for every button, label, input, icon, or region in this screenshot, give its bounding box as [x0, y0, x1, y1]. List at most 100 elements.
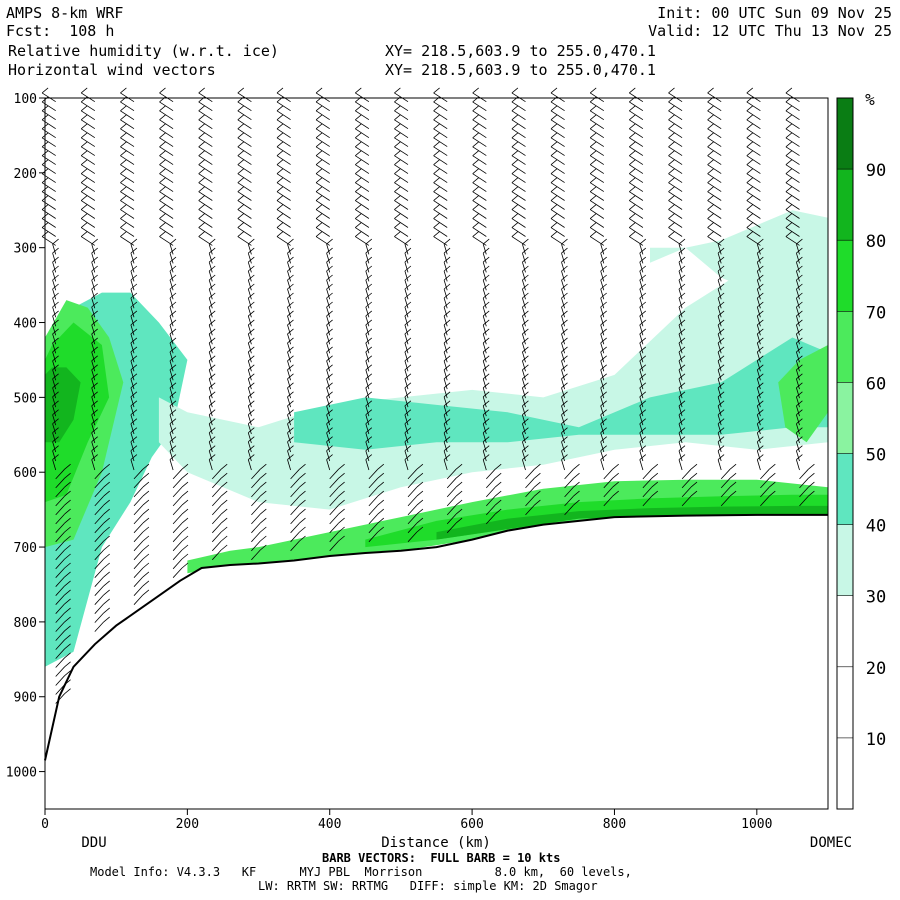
wind-barb-feather: [365, 409, 373, 416]
wind-barb-feather: [757, 355, 764, 362]
wind-barb: [678, 396, 683, 408]
y-tick-label: 700: [14, 541, 37, 556]
wind-barb: [443, 252, 448, 264]
wind-barb-feather: [299, 535, 306, 542]
wind-barb-feather: [678, 382, 686, 389]
wind-barb: [41, 236, 56, 246]
wind-barb: [315, 218, 330, 228]
wind-barb-feather: [746, 186, 754, 193]
wind-barb: [486, 504, 496, 516]
wind-barb: [172, 504, 183, 516]
wind-barb: [407, 495, 418, 507]
wind-barb: [94, 612, 104, 623]
wind-barb-feather: [52, 427, 59, 434]
wind-barb-feather: [472, 114, 479, 121]
wind-barb-feather: [404, 256, 412, 263]
wind-barb: [522, 279, 526, 291]
wind-barb-feather: [796, 238, 803, 245]
wind-barb-feather: [365, 283, 373, 290]
wind-barb-feather: [639, 427, 647, 434]
wind-barb: [247, 288, 252, 300]
wind-barb: [443, 423, 448, 435]
wind-barb: [796, 423, 800, 435]
wind-barb: [756, 306, 761, 318]
wind-barb-feather: [287, 409, 294, 416]
wind-barb-feather: [355, 123, 362, 130]
wind-barb: [482, 459, 487, 471]
wind-barb: [785, 110, 800, 121]
wind-barb-feather: [52, 355, 59, 362]
wind-barb: [159, 146, 174, 156]
wind-barb-feather: [561, 454, 568, 460]
wind-barb-feather: [276, 123, 284, 130]
wind-barb-feather: [80, 186, 88, 193]
wind-barb: [120, 164, 135, 174]
wind-barb: [212, 513, 222, 525]
wind-barb: [52, 279, 57, 291]
wind-barb: [120, 227, 135, 237]
wind-barb-feather: [237, 177, 245, 184]
wind-barb-feather: [707, 159, 714, 166]
wind-barb: [94, 621, 104, 632]
wind-barb-feather: [511, 204, 519, 210]
wind-barb-feather: [534, 490, 541, 497]
wind-barb-feather: [534, 499, 541, 506]
wind-barb: [326, 342, 331, 354]
wind-barb-feather: [248, 436, 255, 443]
wind-barb-feather: [52, 346, 59, 353]
wind-barb-feather: [220, 508, 228, 515]
wind-barb-feather: [130, 409, 138, 416]
wind-barb: [433, 182, 448, 192]
wind-barb: [433, 164, 448, 174]
wind-barb-feather: [678, 256, 686, 263]
wind-barb: [326, 333, 331, 345]
wind-barb: [287, 270, 291, 282]
wind-barb: [80, 173, 96, 183]
wind-barb-feather: [91, 355, 98, 362]
wind-barb-feather: [169, 301, 177, 308]
wind-barb-feather: [796, 382, 803, 389]
wind-barb: [446, 468, 457, 480]
wind-barb-feather: [600, 337, 607, 344]
wind-barb: [276, 146, 291, 156]
wind-barb: [276, 155, 291, 165]
wind-barb: [247, 333, 252, 345]
wind-barb: [600, 387, 605, 399]
wind-barb-feather: [482, 292, 490, 299]
wind-barb-feather: [159, 141, 166, 148]
wind-barb: [251, 540, 261, 552]
wind-barb-feather: [757, 247, 764, 254]
wind-barb: [785, 164, 800, 174]
wind-barb-feather: [707, 186, 714, 193]
wind-barb-feather: [757, 445, 764, 452]
wind-barb-feather: [142, 571, 150, 578]
wind-barb: [443, 333, 448, 345]
wind-barb-feather: [561, 265, 568, 272]
wind-barb: [600, 396, 605, 408]
wind-barb: [796, 315, 800, 327]
wind-barb: [756, 450, 761, 462]
wind-barb: [707, 164, 722, 174]
wind-barb: [394, 92, 409, 103]
wind-barb-feather: [248, 454, 255, 460]
wind-barb: [251, 495, 261, 507]
wind-barb-feather: [796, 427, 803, 434]
wind-barb-feather: [64, 526, 71, 533]
wind-barb: [52, 396, 57, 408]
wind-barb: [717, 432, 722, 444]
wind-barb-feather: [198, 150, 205, 157]
wind-barb: [600, 297, 605, 309]
wind-barb-feather: [338, 517, 345, 524]
wind-barb: [756, 423, 761, 435]
wind-barb: [198, 182, 213, 192]
wind-barb: [212, 540, 222, 552]
wind-barb: [668, 119, 683, 130]
wind-barb-feather: [589, 159, 597, 166]
wind-barb-feather: [639, 436, 647, 443]
wind-barb: [472, 101, 487, 112]
wind-barb-feather: [276, 213, 284, 219]
wind-barb-feather: [589, 141, 597, 148]
wind-barb-feather: [629, 222, 636, 228]
wind-barb-feather: [729, 463, 737, 470]
